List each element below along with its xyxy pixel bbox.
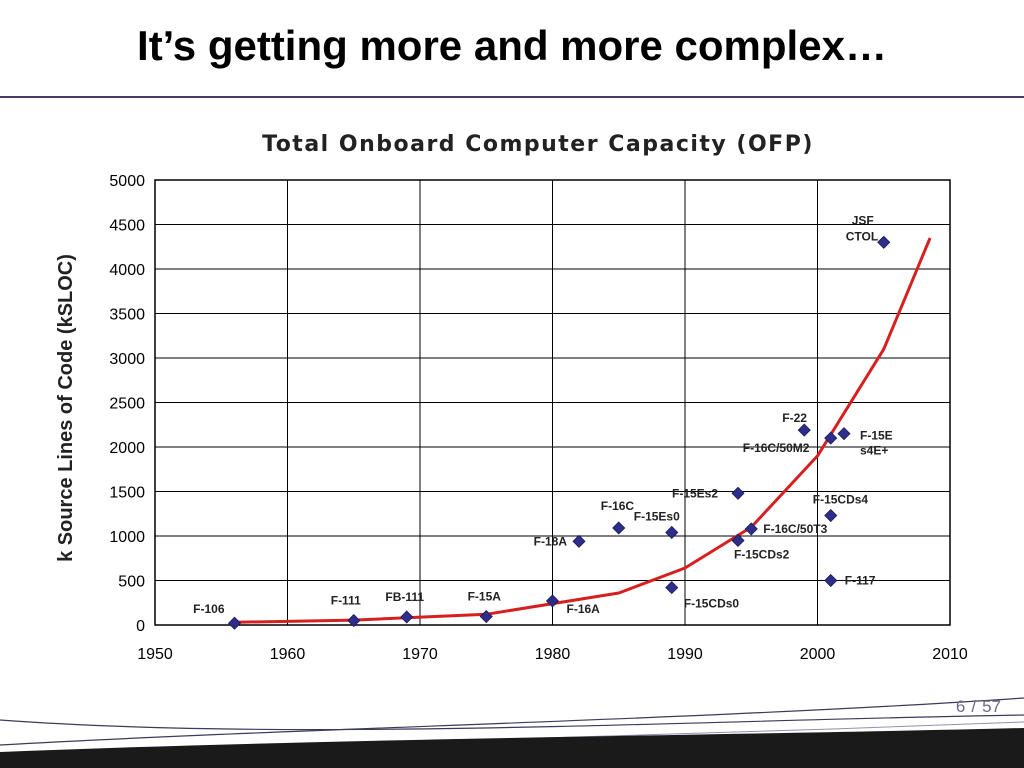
page-number: 6 / 57 [953,697,1004,717]
data-point-label: FB-111 [385,590,424,604]
y-tick-label: 3000 [109,351,145,368]
x-tick-label: 1950 [137,646,173,663]
footer-swoosh-line-3 [0,721,1024,756]
data-point-marker [665,525,679,540]
data-point-marker [612,521,626,535]
data-point-marker [877,235,891,249]
data-point-marker [347,613,361,628]
data-point-marker [545,594,560,608]
data-point-marker [572,534,586,548]
y-tick-label: 1500 [109,485,145,502]
data-point-label: F-117 [845,574,876,588]
data-point-label: F-16C [601,499,635,513]
y-tick-label: 3500 [109,307,145,324]
data-point-label: F-16C/50M2 [743,441,810,455]
page-separator: / [971,697,977,716]
data-point-label: F-15CDs2 [734,547,790,561]
data-point-label: JSF [852,213,874,227]
data-point-marker [744,522,758,536]
data-point-label: F-15CDs4 [813,493,869,507]
slide-title: It’s getting more and more complex… [137,22,887,69]
chart-title: Total Onboard Computer Capacity (OFP) [262,132,814,157]
data-point-label: F-15CDs0 [684,597,740,611]
data-point-label: F-18A [534,534,568,548]
x-tick-label: 2010 [932,646,968,663]
data-point-label: F-16A [567,602,601,616]
y-axis-label: k Source Lines of Code (kSLOC) [55,254,77,562]
x-tick-label: 2000 [800,646,836,663]
data-point-marker [824,431,838,445]
data-point-marker [824,573,838,588]
y-tick-label: 1000 [109,529,145,546]
y-tick-label: 4000 [109,262,145,279]
page-total: 57 [982,697,1001,716]
data-point-label: CTOL [846,229,878,243]
data-point-marker [731,486,745,500]
data-point-marker [837,427,851,441]
footer-swoosh-line-1 [0,697,1024,746]
page-current: 6 [955,697,966,716]
data-point-marker [731,533,745,548]
x-tick-label: 1970 [402,646,438,663]
x-tick-label: 1960 [270,646,306,663]
data-point-marker [797,423,811,437]
y-tick-label: 2000 [109,440,145,457]
y-tick-label: 5000 [109,173,145,190]
y-tick-label: 0 [136,618,145,635]
footer-swoosh-line-2 [0,714,1024,731]
data-point-label: F-16C/50T3 [763,522,827,536]
y-tick-label: 500 [118,574,145,591]
data-point-label: F-15A [468,590,502,604]
data-point-label: F-15Es2 [672,486,718,500]
data-point-label: F-111 [331,594,361,608]
footer-dark-band [0,728,1024,768]
data-point-marker [665,581,679,595]
data-point-marker [227,616,242,630]
data-point-label: F-15E [860,429,893,443]
trend-curve [234,237,932,624]
y-tick-label: 2500 [109,396,145,413]
data-point-marker [479,609,493,624]
x-tick-label: 1990 [667,646,703,663]
data-point-label: s4E+ [860,444,888,458]
data-point-label: F-15Es0 [634,509,680,523]
y-tick-label: 4500 [109,218,145,235]
data-point-label: F-106 [193,602,225,616]
kSLOC-scatter-chart: 0 500 1000 1500 2000 2500 3000 3500 4000 4500 5000… [55,132,968,663]
data-point-marker [824,508,838,523]
x-tick-label: 1980 [535,646,571,663]
data-point-label: F-22 [782,411,807,425]
title-divider [0,96,1024,98]
data-point-marker [400,610,414,624]
